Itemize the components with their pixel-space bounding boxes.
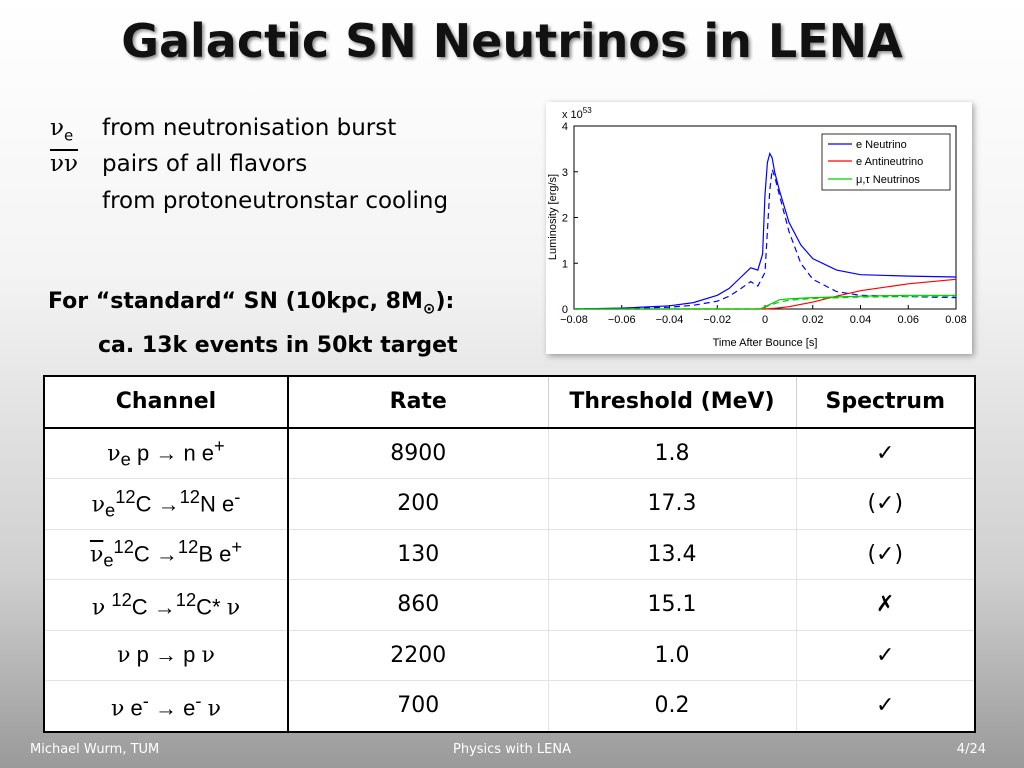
spectrum-cell: (✓) <box>796 528 975 580</box>
footer-center: Physics with LENA <box>453 742 571 757</box>
rate-cell: 2200 <box>288 629 549 681</box>
channel-cell: νe p → n e+ <box>44 427 289 479</box>
y-tick-label: 0 <box>562 304 568 316</box>
standard-sn-note: For “standard“ SN (10kpc, 8M⊙): ca. 13k … <box>48 283 458 365</box>
x-tick-label: 0.02 <box>802 314 823 326</box>
legend: e Neutrino e Antineutrino μ,τ Neutrinos <box>821 133 951 191</box>
bullet-text-2: pairs of all flavors <box>102 151 308 177</box>
footer-page-number: 4/24 <box>956 742 986 757</box>
y-tick-label: 1 <box>562 258 568 270</box>
series-line <box>573 151 957 310</box>
channel-cell: νe12C →12N e- <box>44 478 289 529</box>
x-tick-label: −0.02 <box>703 314 731 326</box>
x-tick-label: 0.06 <box>898 314 919 326</box>
bullet-text-1: from neutronisation burst <box>102 115 397 141</box>
slide-title: Galactic SN Neutrinos in LENA <box>121 14 903 68</box>
channel-table: Channel Rate Threshold (MeV) Spectrum νe… <box>43 375 976 733</box>
legend-label-mu-tau-neutrinos: μ,τ Neutrinos <box>856 174 920 186</box>
table-row: νe12C →12B e+ 130 13.4 (✓) <box>44 528 975 580</box>
table-row: ν p → p ν 2200 1.0 ✓ <box>44 629 975 681</box>
channel-cell: ν p → p ν <box>44 629 289 681</box>
x-tick-label: −0.04 <box>656 314 684 326</box>
bullet-line-3: from protoneutronstar cooling <box>50 188 510 218</box>
x-tick-label: 0 <box>762 314 768 326</box>
spectrum-cell: ✓ <box>796 680 975 732</box>
threshold-cell: 15.1 <box>548 579 797 630</box>
rate-cell: 8900 <box>288 427 549 479</box>
x-tick-label: 0.04 <box>850 314 871 326</box>
x-axis-label: Time After Bounce [s] <box>713 337 818 349</box>
events-note: ca. 13k events in 50kt target <box>98 333 458 359</box>
spectrum-cell: ✗ <box>796 579 975 630</box>
table-row: ν e- → e- ν 700 0.2 ✓ <box>44 680 975 732</box>
bullet-line-2: νν pairs of all flavors <box>50 151 510 181</box>
legend-label-e-neutrino: e Neutrino <box>856 139 907 151</box>
y-scale-label: x 1053 <box>562 106 592 121</box>
table-row: ν 12C →12C* ν 860 15.1 ✗ <box>44 579 975 630</box>
y-axis-label: Luminosity [erg/s] <box>547 174 559 260</box>
x-tick-label: −0.08 <box>560 314 588 326</box>
threshold-cell: 1.8 <box>548 427 797 479</box>
series-line <box>573 169 957 310</box>
threshold-cell: 1.0 <box>548 629 797 681</box>
threshold-cell: 13.4 <box>548 528 797 580</box>
solar-mass-symbol: ⊙ <box>422 299 436 318</box>
footer-author: Michael Wurm, TUM <box>30 742 160 757</box>
header-channel: Channel <box>44 376 289 429</box>
rate-cell: 200 <box>288 478 549 529</box>
threshold-cell: 17.3 <box>548 478 797 529</box>
nu-nubar-symbol: νν <box>50 151 78 177</box>
legend-label-e-antineutrino: e Antineutrino <box>856 156 923 168</box>
channel-cell: ν e- → e- ν <box>44 680 289 732</box>
table-row: νe12C →12N e- 200 17.3 (✓) <box>44 478 975 529</box>
series-line <box>574 278 957 310</box>
spectrum-cell: ✓ <box>876 440 895 466</box>
spectrum-cell: (✓) <box>796 478 975 529</box>
rate-cell: 700 <box>288 680 549 732</box>
bullet-text-3: from protoneutronstar cooling <box>102 188 449 214</box>
y-tick-label: 4 <box>562 121 568 133</box>
x-tick-label: −0.06 <box>608 314 636 326</box>
series-line <box>574 294 956 310</box>
header-rate: Rate <box>288 376 549 429</box>
rate-cell: 860 <box>288 579 549 630</box>
bullet-line-1: νe from neutronisation burst <box>50 115 510 145</box>
table-header-row: Channel Rate Threshold (MeV) Spectrum <box>44 376 975 429</box>
channel-cell: νe12C →12B e+ <box>44 528 289 580</box>
nu-e-symbol: νe <box>50 115 74 145</box>
y-tick-label: 3 <box>562 167 568 179</box>
y-tick-label: 2 <box>562 213 568 225</box>
spectrum-cell: ✓ <box>796 629 975 681</box>
channel-cell: ν 12C →12C* ν <box>44 579 289 630</box>
header-threshold: Threshold (MeV) <box>548 376 797 429</box>
header-spectrum: Spectrum <box>796 376 975 429</box>
table-row: νe p → n e+ 8900 1.8 ✓ <box>44 427 975 479</box>
x-tick-label: 0.08 <box>945 314 966 326</box>
rate-cell: 130 <box>288 528 549 580</box>
threshold-cell: 0.2 <box>548 680 797 732</box>
luminosity-chart: −0.08 −0.06 −0.04 −0.02 0 0.02 0.04 0.06 0.08 0 1 2… <box>547 106 967 349</box>
luminosity-plot: −0.08 −0.06 −0.04 −0.02 0 0.02 0.04 0.06 0.08 0 1 2… <box>546 102 972 354</box>
